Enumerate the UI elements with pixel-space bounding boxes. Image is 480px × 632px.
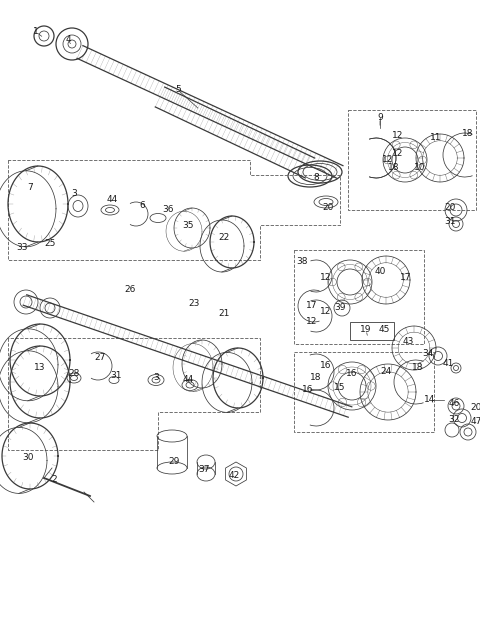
Text: 12: 12 [392,150,404,159]
Text: 29: 29 [168,458,180,466]
Text: 34: 34 [422,349,434,358]
Text: 18: 18 [310,374,322,382]
Text: 43: 43 [402,337,414,346]
Text: 4: 4 [65,35,71,44]
Text: 2: 2 [51,475,57,485]
Text: 20: 20 [470,403,480,413]
Text: 42: 42 [228,471,240,480]
Text: 12: 12 [392,131,404,140]
Text: 38: 38 [296,257,308,267]
Text: 12: 12 [320,308,332,317]
Text: 32: 32 [448,415,460,425]
Text: 14: 14 [424,396,436,404]
Text: 5: 5 [175,85,181,95]
Text: 11: 11 [430,133,442,142]
Text: 3: 3 [71,190,77,198]
Bar [294,250,424,344]
Text: 18: 18 [412,363,424,372]
Text: 1: 1 [33,28,39,37]
Bar [294,352,434,432]
Text: 25: 25 [44,240,56,248]
Text: 30: 30 [22,454,34,463]
Text: 12: 12 [306,317,318,327]
Text: 16: 16 [346,370,358,379]
Text: 18: 18 [462,130,474,138]
Text: 19: 19 [360,325,372,334]
Text: 16: 16 [302,386,314,394]
Text: 12: 12 [320,274,332,283]
Text: 40: 40 [374,267,386,277]
Text: 21: 21 [218,310,230,319]
Text: 12: 12 [382,155,394,164]
Text: 6: 6 [139,202,145,210]
Text: 23: 23 [188,300,200,308]
Text: 27: 27 [94,353,106,363]
Text: 17: 17 [306,301,318,310]
Text: 16: 16 [320,362,332,370]
Text: 3: 3 [153,374,159,382]
Text: 7: 7 [27,183,33,193]
Text: 9: 9 [377,114,383,123]
Text: 17: 17 [400,274,412,283]
Text: 26: 26 [124,286,136,295]
Bar [350,322,394,340]
Text: 20: 20 [322,204,334,212]
Text: 36: 36 [162,205,174,214]
Text: 22: 22 [218,233,229,243]
Text: 15: 15 [334,384,346,392]
Text: 28: 28 [68,370,80,379]
Bar [348,110,476,210]
Text: 18: 18 [388,164,400,173]
Text: 45: 45 [378,325,390,334]
Text: 20: 20 [444,204,456,212]
Text: 44: 44 [182,375,193,384]
Text: 46: 46 [448,399,460,408]
Text: 8: 8 [313,174,319,183]
Text: 41: 41 [442,360,454,368]
Text: 31: 31 [110,372,122,380]
Text: 39: 39 [334,303,346,312]
Text: 37: 37 [198,466,210,475]
Text: 44: 44 [107,195,118,205]
Text: 35: 35 [182,221,194,231]
Text: 24: 24 [380,367,392,377]
Text: 10: 10 [414,164,426,173]
Text: 13: 13 [34,363,46,372]
Text: 33: 33 [16,243,28,253]
Text: 31: 31 [444,217,456,226]
Text: 47: 47 [470,418,480,427]
